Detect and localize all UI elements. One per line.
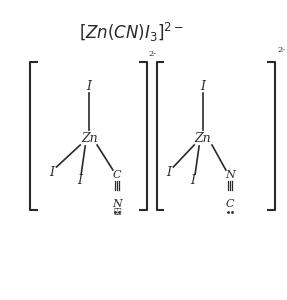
Text: I: I xyxy=(87,80,92,94)
Text: 2-: 2- xyxy=(277,46,286,54)
Text: I: I xyxy=(166,166,171,178)
Text: 2-: 2- xyxy=(149,50,157,58)
Text: Zn: Zn xyxy=(195,131,212,145)
Text: I: I xyxy=(49,166,54,178)
Text: N: N xyxy=(225,170,235,180)
Text: I: I xyxy=(201,80,205,94)
Text: I: I xyxy=(77,173,82,187)
Text: Zn: Zn xyxy=(81,131,98,145)
Text: ∶∶: ∶∶ xyxy=(114,206,122,214)
Text: C: C xyxy=(226,199,234,209)
Text: I: I xyxy=(191,173,196,187)
Text: C: C xyxy=(113,170,121,180)
Text: $[Zn(CN)I_3]^{2-}$: $[Zn(CN)I_3]^{2-}$ xyxy=(79,20,184,44)
Text: N: N xyxy=(112,199,122,209)
